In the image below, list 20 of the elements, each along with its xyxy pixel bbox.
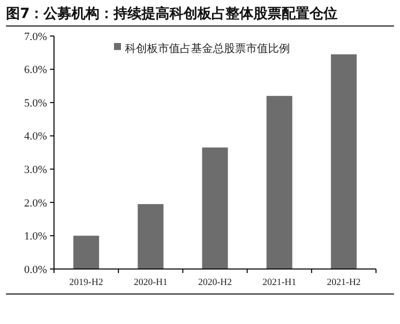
chart-title: 图7：公募机构：持续提高科创板占整体股票配置仓位: [6, 5, 338, 22]
bar: [266, 96, 292, 269]
bar: [202, 148, 228, 269]
y-tick-label: 1.0%: [24, 230, 47, 243]
x-tick-label: 2019-H2: [69, 278, 104, 288]
y-tick-label: 5.0%: [24, 97, 47, 110]
x-tick-label: 2020-H1: [134, 278, 168, 288]
y-tick-label: 0.0%: [24, 264, 47, 276]
y-tick-label: 7.0%: [24, 30, 47, 43]
legend-label: 科创板市值占基金总股票市值比例: [125, 42, 290, 55]
y-tick-label: 6.0%: [24, 64, 47, 76]
y-tick-label: 4.0%: [24, 130, 47, 143]
y-tick-label: 3.0%: [24, 164, 47, 176]
y-tick-label: 2.0%: [24, 197, 47, 210]
x-tick-label: 2021-H1: [262, 278, 297, 288]
bar: [330, 54, 357, 269]
bar: [73, 236, 100, 269]
x-tick-label: 2020-H2: [198, 278, 232, 288]
bar: [138, 204, 164, 269]
x-tick-label: 2021-H2: [326, 278, 361, 288]
